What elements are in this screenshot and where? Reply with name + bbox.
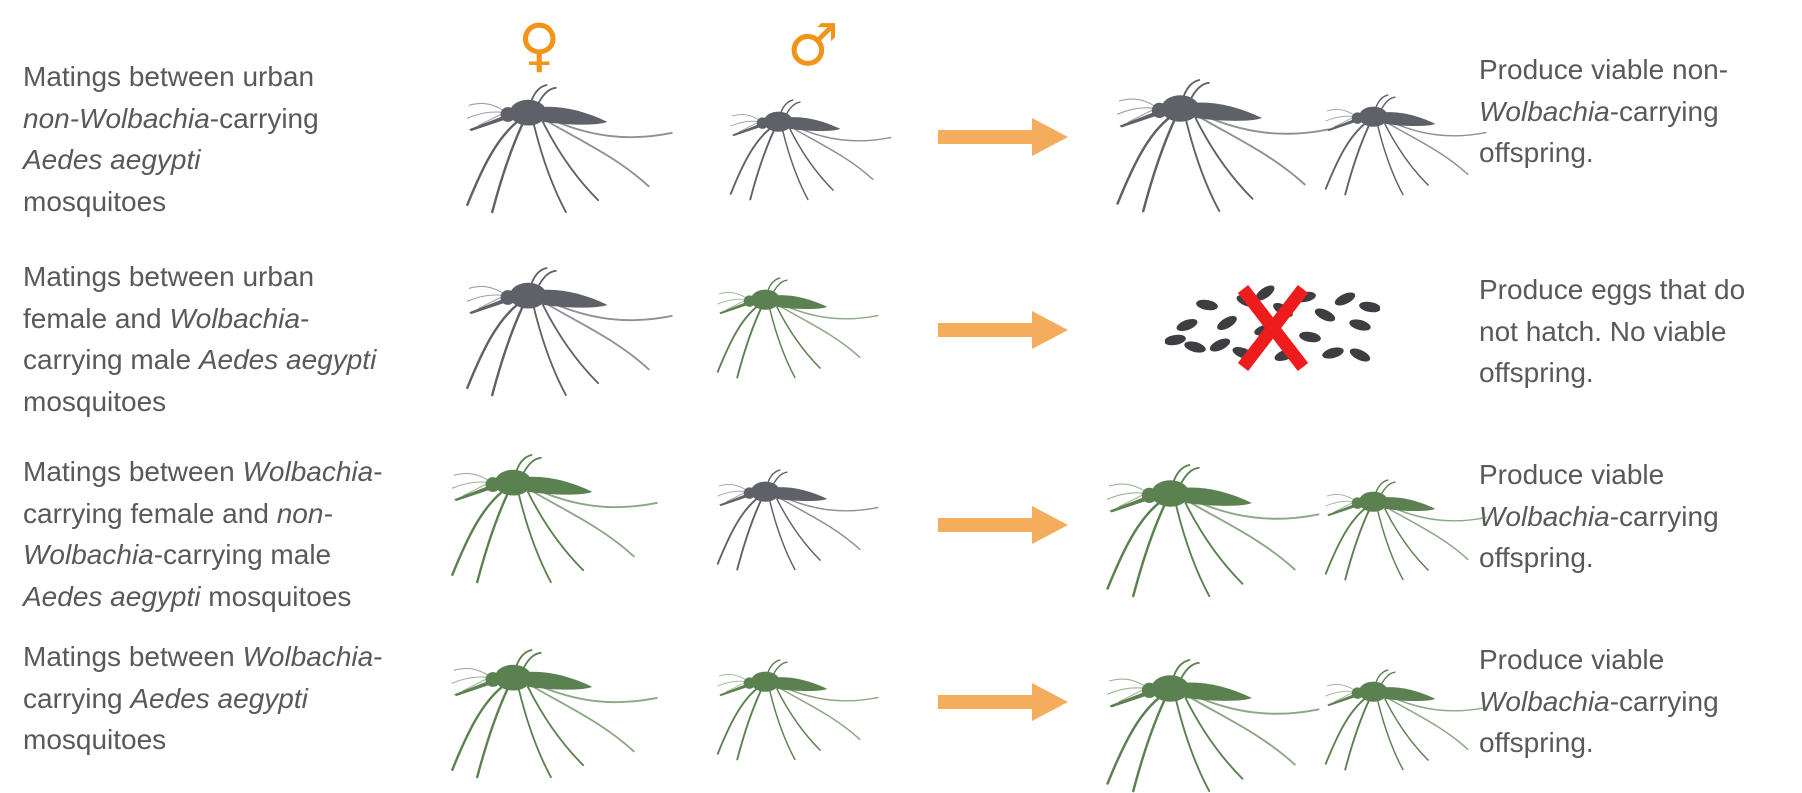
description-text-segment: Matings between urban (23, 261, 315, 292)
row-1-description: Matings between urban non-Wolbachia-carry… (23, 56, 453, 222)
result-text-segment: Produce eggs that do (1479, 274, 1746, 305)
description-text-segment: - (373, 641, 383, 672)
row-1-offspring-small-icon (1324, 94, 1487, 196)
description-text-segment: female and (23, 302, 170, 334)
description-text-segment: Aedes aegypti (198, 344, 377, 375)
result-text-segment: -carrying (1609, 685, 1719, 717)
row-1-result: Produce viable non- Wolbachia-carrying off… (1479, 49, 1799, 174)
row-3-result: Produce viable Wolbachia-carrying offsprin… (1479, 454, 1799, 579)
description-text-segment: Wolbachia (23, 539, 154, 570)
row-3-offspring-large-icon (1106, 464, 1320, 598)
row-4-female-mosquito-icon (451, 649, 658, 779)
result-text-segment: -carrying (1609, 95, 1719, 127)
result-text-segment: not hatch. No viable (1479, 315, 1727, 347)
result-text-segment: offspring. (1479, 542, 1594, 573)
description-text-segment: Matings between (23, 456, 243, 487)
row-4-arrow-icon (938, 683, 1068, 721)
description-text-segment: Matings between (23, 641, 243, 672)
result-text-segment: offspring. (1479, 357, 1594, 388)
description-text-segment: mosquitoes (23, 385, 167, 417)
description-text-segment: carrying (23, 682, 131, 714)
row-3-male-mosquito-icon (716, 469, 879, 571)
result-text-segment: Wolbachia (1479, 95, 1610, 127)
result-text-segment: Produce viable (1479, 459, 1665, 490)
result-text-segment: offspring. (1479, 727, 1594, 758)
row-3-arrow-icon (938, 506, 1068, 544)
description-text-segment: non-Wolbachia (23, 102, 210, 134)
result-text-segment: Wolbachia (1479, 500, 1610, 532)
row-4-offspring-large-icon (1106, 659, 1320, 793)
female-symbol-icon: ♀ (518, 11, 561, 79)
description-text-segment: Wolbachia (169, 302, 301, 334)
row-3-offspring-small-icon (1324, 479, 1487, 581)
description-text-segment: Wolbachia (242, 456, 374, 487)
row-3-female-mosquito-icon (451, 454, 658, 584)
result-text-segment: Produce viable non- (1479, 54, 1729, 85)
row-2-description: Matings between urban female and Wolbachi… (23, 256, 453, 422)
row-4-offspring-small-icon (1324, 669, 1487, 771)
row-4-result: Produce viable Wolbachia-carrying offsprin… (1479, 639, 1799, 764)
description-text-segment: Aedes aegypti (23, 144, 201, 175)
description-text-segment: - (373, 456, 383, 487)
male-symbol-icon: ♂ (787, 11, 839, 79)
row-4-description: Matings between Wolbachia- carrying Aedes… (23, 636, 453, 761)
row-4-male-mosquito-icon (716, 659, 879, 761)
row-3-description: Matings between Wolbachia-carrying femal… (23, 451, 453, 617)
row-1-male-mosquito-icon (729, 99, 892, 201)
row-1-female-mosquito-icon (466, 84, 673, 214)
description-text-segment: Matings between urban (23, 61, 315, 92)
row-2-result: Produce eggs that do not hatch. No viable… (1479, 269, 1799, 394)
non-hatching-eggs-icon (1165, 285, 1380, 371)
description-text-segment: Wolbachia (242, 641, 374, 672)
result-text-segment: offspring. (1479, 137, 1594, 168)
description-text-segment: Aedes aegypti (130, 682, 308, 714)
description-text-segment: - (300, 302, 310, 334)
description-text-segment: -carrying male (153, 539, 332, 570)
row-2-female-mosquito-icon (466, 267, 673, 397)
row-1-offspring-large-icon (1116, 79, 1330, 213)
result-text-segment: Produce viable (1479, 644, 1665, 675)
row-2-male-mosquito-icon (716, 277, 879, 379)
row-1-arrow-icon (938, 118, 1068, 156)
description-text-segment: carrying male (23, 344, 199, 375)
description-text-segment: carrying female and (23, 497, 277, 529)
description-text-segment: mosquitoes (23, 724, 167, 755)
description-text-segment: Aedes aegypti (23, 580, 201, 612)
description-text-segment: mosquitoes (200, 580, 352, 612)
description-text-segment: non- (276, 497, 333, 529)
description-text-segment: mosquitoes (23, 185, 167, 217)
description-text-segment: -carrying (209, 102, 319, 134)
result-text-segment: -carrying (1609, 500, 1719, 532)
row-2-arrow-icon (938, 311, 1068, 349)
result-text-segment: Wolbachia (1479, 685, 1610, 717)
